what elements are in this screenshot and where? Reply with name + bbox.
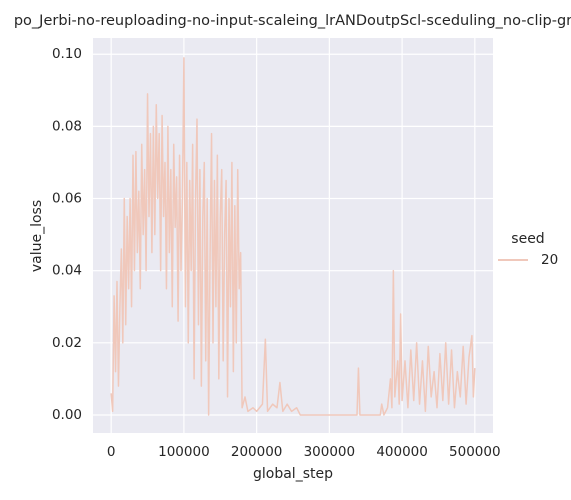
data-line [110, 57, 476, 416]
x-tick-label: 200000 [231, 444, 283, 460]
chart-title: po_Jerbi-no-reuploading-no-input-scalein… [14, 13, 571, 29]
y-tick-label: 0.02 [52, 335, 82, 351]
y-tick-label: 0.08 [52, 118, 82, 134]
x-tick-label: 100000 [158, 444, 210, 460]
plot-background [93, 38, 493, 433]
marks [110, 57, 476, 416]
y-axis-label: value_loss [29, 200, 45, 272]
y-tick-label: 0.06 [52, 191, 82, 207]
y-tick-label: 0.10 [52, 46, 82, 62]
x-axis-label: global_step [253, 466, 333, 482]
x-tick-label: 500000 [449, 444, 501, 460]
legend-title: seed [511, 231, 544, 247]
y-tick-label: 0.00 [52, 407, 82, 423]
legend-label: 20 [541, 252, 558, 268]
x-tick-label: 0 [107, 444, 116, 460]
x-tick-label: 300000 [304, 444, 356, 460]
y-tick-label: 0.04 [52, 263, 82, 279]
x-tick-label: 400000 [376, 444, 428, 460]
